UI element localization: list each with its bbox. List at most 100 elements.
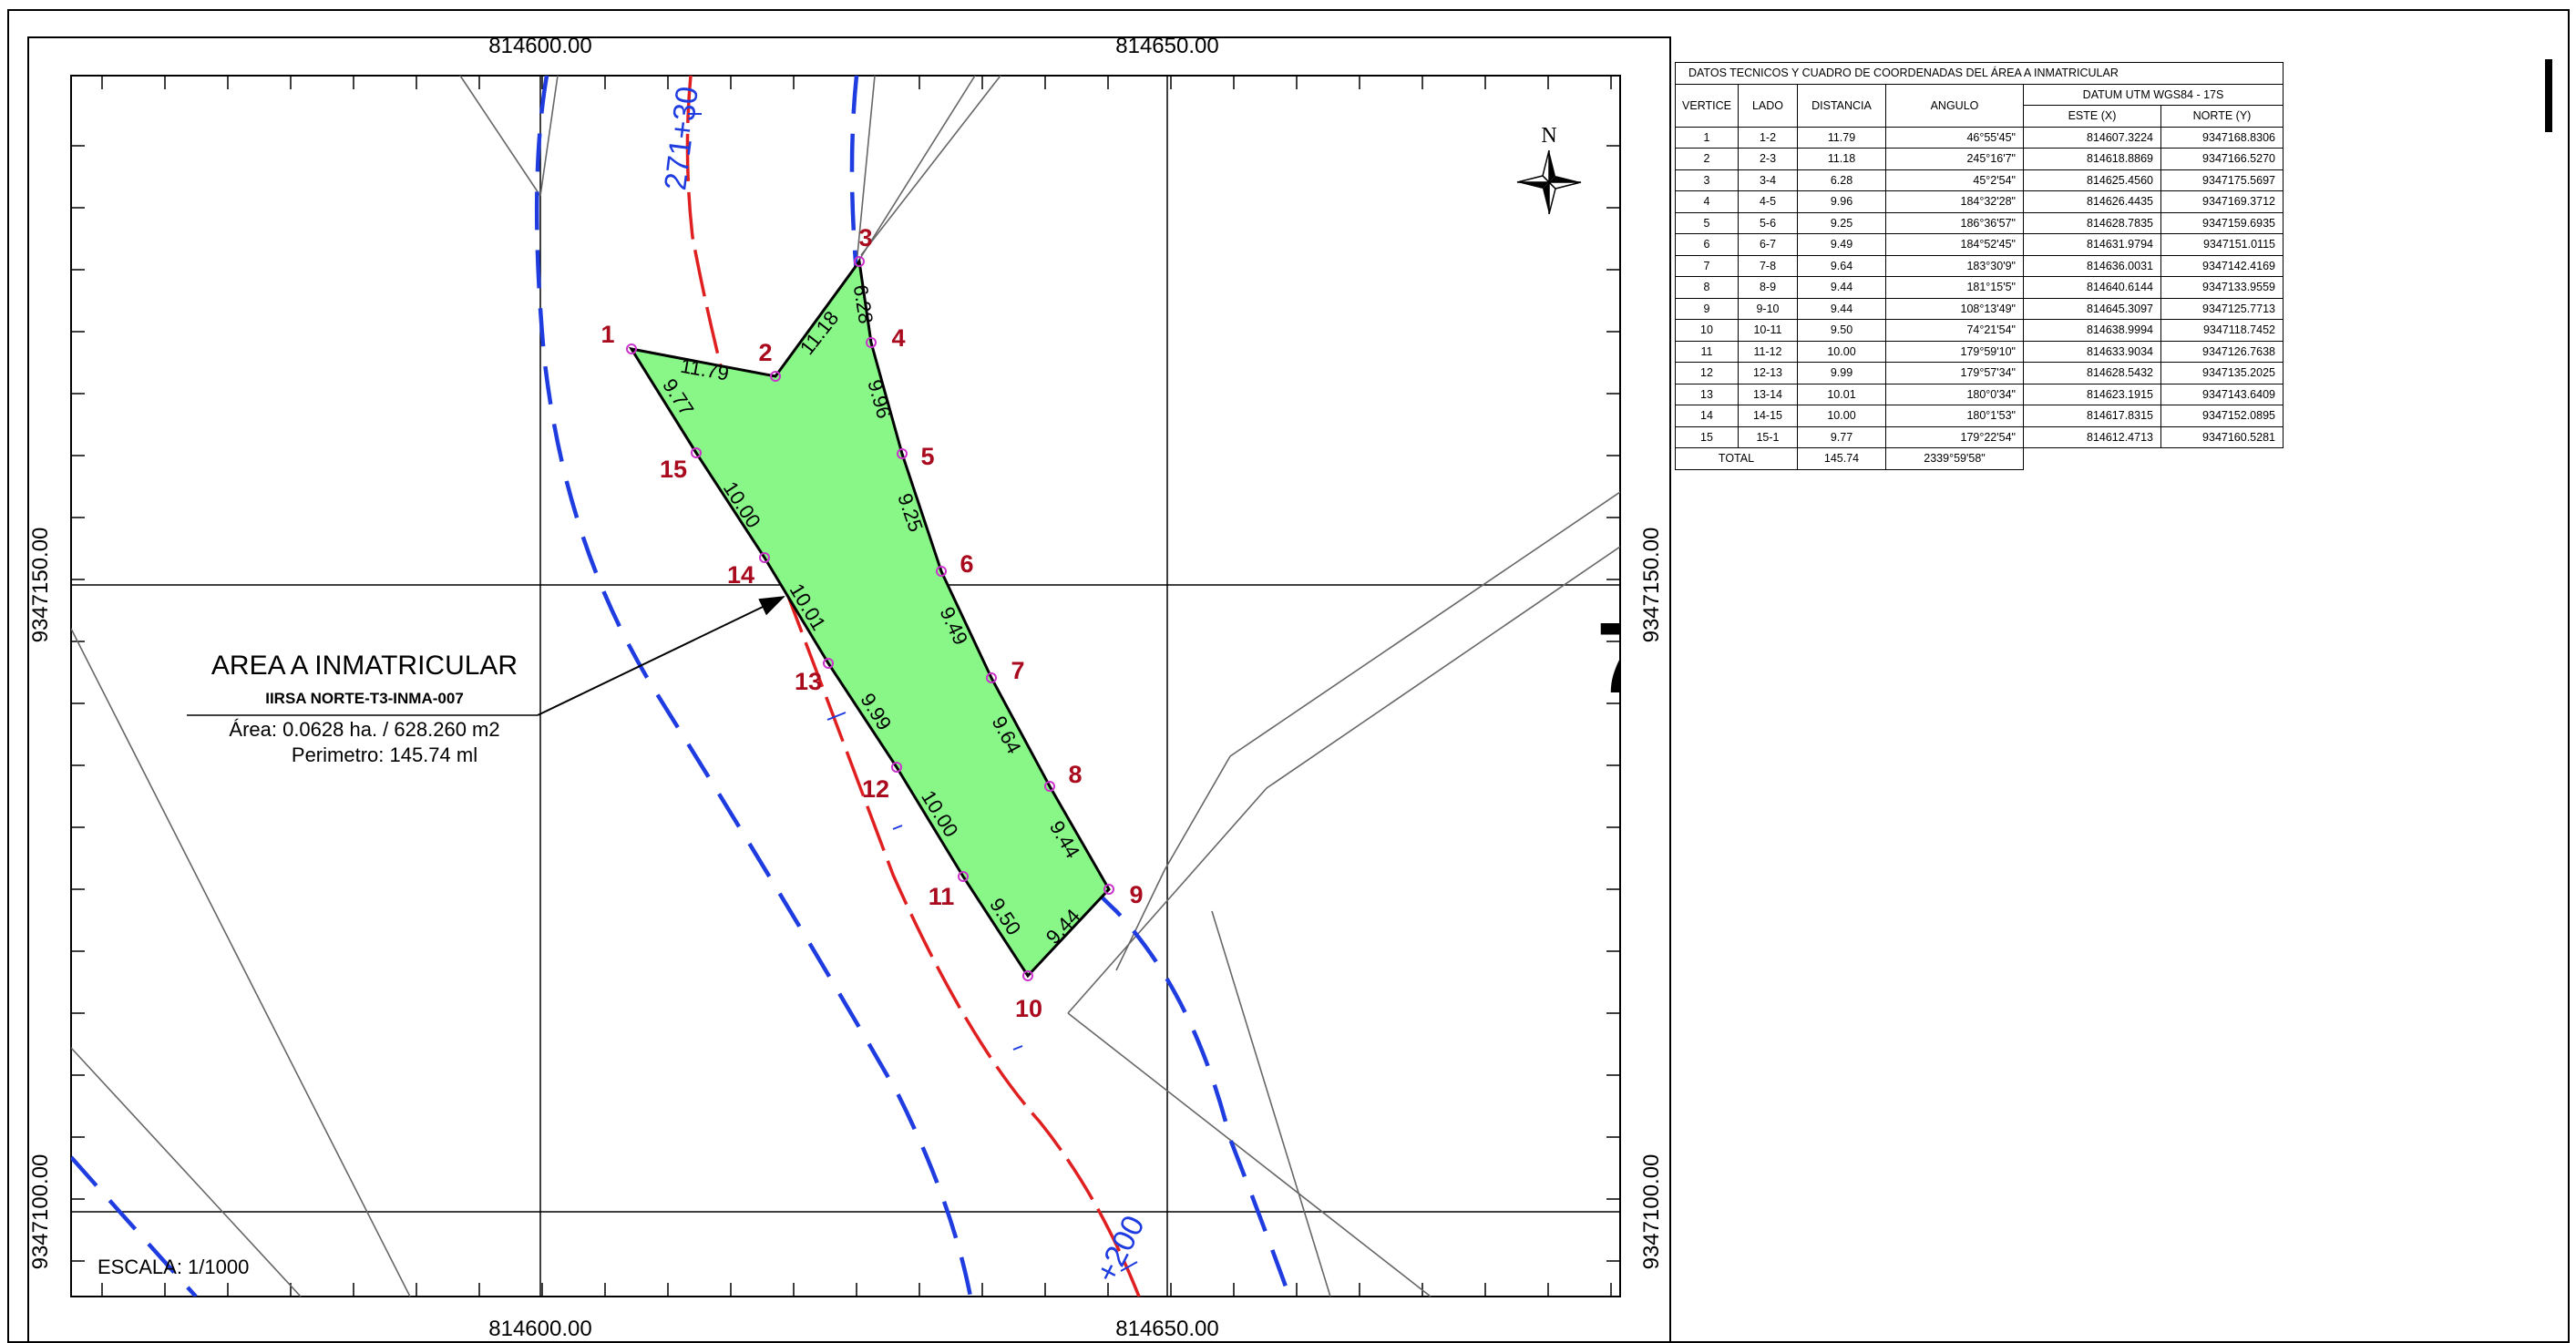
vertex-label-13: 13: [795, 668, 822, 695]
vertex-label-15: 15: [660, 456, 687, 483]
vertex-marker-7: [986, 672, 997, 683]
vertex-label-3: 3: [858, 224, 872, 251]
vertex-labels: 1 2 3 4 5 6 7 8 9 10 11 12 13 14 15: [600, 224, 1143, 1022]
vertex-marker-10: [1022, 970, 1033, 981]
cell-angulo: 179°22'54": [1885, 425, 2024, 448]
cell-distancia: 9.44: [1797, 276, 1886, 299]
cell-lado: 2-3: [1738, 148, 1798, 170]
table-row: 6 6-7 9.49 184°52'45" 814631.9794 9347151.011…: [1675, 233, 2284, 256]
cell-vertice: 5: [1675, 211, 1739, 234]
chainage-ticks: [688, 113, 1138, 1272]
vertex-marker-9: [1103, 884, 1114, 895]
cell-este: 814628.7835: [2023, 211, 2161, 234]
cell-norte: 9347118.7452: [2160, 319, 2284, 342]
cell-lado: 6-7: [1738, 233, 1798, 256]
cell-distancia: 10.00: [1797, 340, 1886, 363]
header-vertice: VERTICE: [1675, 83, 1739, 128]
cell-lado: 7-8: [1738, 254, 1798, 277]
grid-label-left-y2: 9347100.00: [28, 1154, 53, 1270]
cell-distancia: 9.77: [1797, 425, 1886, 448]
vertex-label-8: 8: [1068, 761, 1082, 788]
vertex-marker-6: [936, 566, 947, 577]
cell-este: 814623.1915: [2023, 383, 2161, 405]
area-perimeter: Perimetro: 145.74 ml: [292, 743, 477, 766]
cell-norte: 9347143.6409: [2160, 383, 2284, 405]
cell-norte: 9347142.4169: [2160, 254, 2284, 277]
cell-lado: 10-11: [1738, 319, 1798, 342]
north-arrow-icon: [1516, 149, 1582, 215]
cell-lado: 11-12: [1738, 340, 1798, 363]
cell-vertice: 3: [1675, 169, 1739, 191]
cell-distancia: 9.25: [1797, 211, 1886, 234]
grid-label-left-y1: 9347150.00: [28, 528, 53, 643]
vertex-label-14: 14: [727, 561, 754, 589]
grid-label-bottom-x1: 814600.00: [488, 1317, 591, 1341]
cell-este: 814617.8315: [2023, 405, 2161, 427]
total-empty-este: [2024, 448, 2161, 470]
cell-lado: 4-5: [1738, 190, 1798, 213]
area-value: Área: 0.0628 ha. / 628.260 m2: [229, 718, 499, 741]
total-angle: 2339°59'58": [1885, 447, 2024, 470]
table-row: 13 13-14 10.01 180°0'34" 814623.1915 9347143.…: [1675, 383, 2284, 405]
cell-angulo: 183°30'9": [1885, 254, 2024, 277]
vertex-marker-4: [866, 337, 877, 348]
cell-norte: 9347175.5697: [2160, 169, 2284, 191]
total-empty-norte: [2161, 448, 2284, 470]
grid-label-right-y1: 9347150.00: [1639, 528, 1664, 643]
table-row: 2 2-3 11.18 245°16'7" 814618.8869 9347166.527…: [1675, 148, 2284, 170]
header-datum: DATUM UTM WGS84 - 17S: [2023, 83, 2284, 106]
cell-vertice: 6: [1675, 233, 1739, 256]
cell-vertice: 7: [1675, 254, 1739, 277]
vertex-marker-3: [854, 256, 865, 267]
cell-este: 814645.3097: [2023, 297, 2161, 320]
vertex-markers: [626, 256, 1114, 981]
area-title: AREA A INMATRICULAR: [211, 651, 518, 681]
cell-lado: 12-13: [1738, 362, 1798, 384]
cell-distancia: 9.99: [1797, 362, 1886, 384]
vertex-marker-12: [891, 762, 902, 773]
vertex-marker-5: [897, 448, 908, 459]
cell-lado: 8-9: [1738, 276, 1798, 299]
cell-angulo: 184°52'45": [1885, 233, 2024, 256]
vertex-label-10: 10: [1015, 995, 1042, 1022]
cell-angulo: 179°59'10": [1885, 340, 2024, 363]
coordinate-table: DATOS TECNICOS Y CUADRO DE COORDENADAS D…: [1675, 62, 2284, 470]
header-norte: NORTE (Y): [2160, 105, 2284, 128]
table-row: 3 3-4 6.28 45°2'54" 814625.4560 9347175.5697: [1675, 169, 2284, 191]
total-distance: 145.74: [1797, 447, 1886, 470]
vertex-label-7: 7: [1011, 657, 1024, 684]
vertex-marker-15: [691, 447, 702, 458]
grid-label-top-x1: 814600.00: [488, 34, 591, 58]
grid-label-right-y2: 9347100.00: [1639, 1154, 1664, 1270]
area-code: IIRSA NORTE-T3-INMA-007: [265, 690, 464, 707]
vertex-marker-11: [958, 871, 969, 882]
table-row: 9 9-10 9.44 108°13'49" 814645.3097 9347125.77…: [1675, 297, 2284, 320]
total-label: TOTAL: [1675, 447, 1798, 470]
cell-lado: 15-1: [1738, 425, 1798, 448]
cell-angulo: 245°16'7": [1885, 148, 2024, 170]
cell-este: 814633.9034: [2023, 340, 2161, 363]
table-row: 1 1-2 11.79 46°55'45" 814607.3224 9347168.830…: [1675, 126, 2284, 149]
cell-este: 814638.9994: [2023, 319, 2161, 342]
cell-angulo: 180°0'34": [1885, 383, 2024, 405]
right-edge-bar: [2545, 59, 2552, 132]
cell-vertice: 1: [1675, 126, 1739, 149]
table-row: 4 4-5 9.96 184°32'28" 814626.4435 9347169.371…: [1675, 190, 2284, 213]
table-row: 15 15-1 9.77 179°22'54" 814612.4713 9347160.5…: [1675, 425, 2284, 448]
area-leader-line: [537, 596, 785, 716]
cell-distancia: 9.49: [1797, 233, 1886, 256]
parcel-lines: [71, 76, 1620, 1297]
cell-vertice: 11: [1675, 340, 1739, 363]
cell-este: 814636.0031: [2023, 254, 2161, 277]
cell-distancia: 9.96: [1797, 190, 1886, 213]
cell-norte: 9347166.5270: [2160, 148, 2284, 170]
cell-norte: 9347126.7638: [2160, 340, 2284, 363]
cell-norte: 9347169.3712: [2160, 190, 2284, 213]
cell-norte: 9347152.0895: [2160, 405, 2284, 427]
vertex-label-5: 5: [920, 443, 934, 470]
cell-distancia: 11.79: [1797, 126, 1886, 149]
vertex-label-9: 9: [1129, 881, 1143, 908]
vertex-marker-2: [770, 371, 781, 382]
cell-este: 814607.3224: [2023, 126, 2161, 149]
